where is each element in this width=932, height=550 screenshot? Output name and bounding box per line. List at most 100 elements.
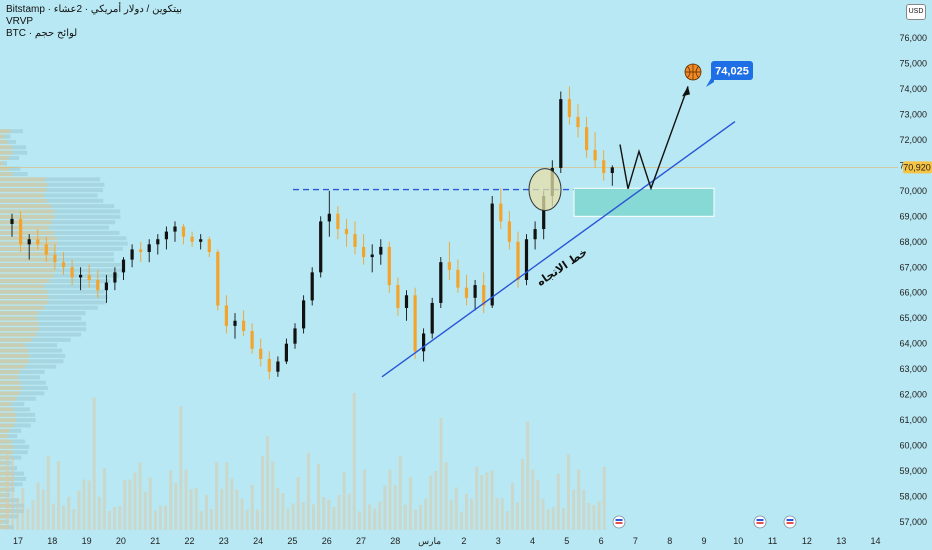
volume-bar (373, 508, 377, 530)
candle (276, 356, 280, 377)
x-axis-background (0, 532, 932, 550)
volume-bar (123, 480, 127, 530)
candle (79, 267, 83, 291)
candle (104, 274, 108, 303)
candle (207, 236, 211, 258)
candle (507, 211, 511, 250)
volume-bar (240, 498, 244, 530)
volume-profile-bar (0, 492, 5, 497)
volume-profile-bar (0, 188, 47, 193)
candle (396, 277, 400, 316)
volume-bar (342, 471, 346, 530)
current-price-badge (903, 161, 932, 174)
x-tick-label: 6 (599, 536, 604, 546)
volume-bar (490, 470, 494, 530)
projection-arrowhead (682, 86, 690, 97)
candle-body (310, 272, 314, 301)
volume-profile-bar (0, 514, 19, 519)
volume-bar (536, 480, 540, 530)
candle-body (593, 150, 597, 161)
volume-bar (424, 498, 428, 530)
volume-bar (327, 499, 331, 530)
candle (576, 104, 580, 138)
volume-bar (51, 503, 55, 530)
volume-bar (143, 491, 147, 530)
candle-body (327, 213, 331, 222)
volume-profile-bar (0, 386, 22, 391)
candle-body (362, 246, 366, 258)
volume-profile-bar (0, 525, 7, 530)
event-flag-stripe (615, 519, 623, 521)
volume-profile-bar (0, 214, 121, 219)
volume-bar (67, 496, 71, 530)
volume-bar (286, 508, 290, 530)
volume-bar (82, 479, 86, 530)
volume-profile-bar (0, 246, 56, 251)
volume-bar (516, 502, 519, 530)
x-tick-label: 22 (184, 536, 194, 546)
volume-profile-bar (0, 327, 39, 332)
volume-profile-bar (0, 230, 54, 235)
volume-profile-bar (0, 498, 19, 503)
x-tick-label: 24 (253, 536, 263, 546)
candle-body (336, 213, 340, 230)
x-tick-label: 26 (322, 536, 332, 546)
volume-bar (215, 462, 219, 530)
event-flag-icon (783, 515, 797, 529)
volume-bar (133, 472, 137, 530)
candle-body (319, 221, 323, 273)
target-badge: 74,025 (706, 61, 753, 87)
volume-profile-bar (0, 402, 11, 407)
volume-profile-bar (0, 423, 14, 428)
volume-profile-bar (0, 455, 10, 460)
x-tick-label: 19 (82, 536, 92, 546)
volume-profile-bar (0, 252, 52, 257)
candle-body (302, 300, 306, 329)
volume-profile-bar (0, 434, 18, 439)
candle (482, 272, 486, 314)
volume-profile-bar (0, 246, 123, 251)
volume-bar (572, 489, 576, 530)
volume-profile-bar (0, 402, 25, 407)
volume-bar (179, 406, 183, 530)
volume-bar (148, 477, 152, 530)
volume-profile-bar (0, 519, 10, 524)
volume-profile-bar (0, 257, 114, 262)
volume-profile-bar (0, 359, 64, 364)
volume-profile-bar (0, 375, 19, 380)
event-flag-stripe (786, 522, 794, 524)
candle-body (207, 239, 211, 252)
volume-profile-bar (0, 369, 21, 374)
currency-button[interactable]: USD (906, 4, 926, 20)
volume-bar (597, 501, 601, 530)
candle-body (61, 262, 66, 268)
volume-profile-bar (0, 273, 120, 278)
candle-body (267, 358, 271, 372)
candle-body (516, 241, 520, 280)
candle-body (422, 333, 426, 352)
candle-body (464, 287, 469, 298)
candle (27, 234, 31, 260)
volume-profile-bar (0, 407, 30, 412)
volume-profile-bar (0, 321, 87, 326)
basketball-icon (684, 63, 702, 81)
candle-body (379, 246, 383, 255)
volume-profile-bar (0, 343, 26, 348)
y-tick-label: 75,000 (899, 58, 927, 68)
volume-profile-bar (0, 487, 7, 492)
volume-bar (505, 511, 509, 530)
candle-body (533, 229, 537, 240)
candle-body (181, 226, 186, 237)
candle (53, 244, 57, 270)
x-tick-label: 8 (667, 536, 672, 546)
candle-body (53, 254, 57, 263)
candle-body (524, 239, 529, 280)
event-flag-stripe (786, 519, 794, 521)
candle (473, 280, 477, 311)
volume-bar (551, 507, 555, 530)
volume-profile-bar (0, 444, 30, 449)
volume-bar (378, 501, 382, 530)
volume-profile-bar (0, 337, 71, 342)
volume-profile-bar (0, 193, 98, 198)
